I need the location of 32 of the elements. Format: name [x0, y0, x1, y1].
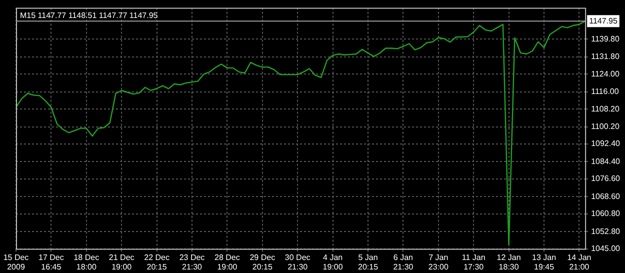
x-tick-label: 13 Jan 19:45 [532, 252, 556, 272]
x-tick-label: 28 Dec 19:00 [214, 252, 240, 272]
chart-title: M15 1147.77 1148.51 1147.77 1147.95 [20, 11, 158, 20]
x-tick-label: 22 Dec 20:15 [144, 252, 170, 272]
y-tick-label: 1108.20 [591, 104, 620, 114]
y-tick-label: 1052.80 [591, 226, 621, 236]
x-tick-label: 12 Jan 18:30 [496, 252, 521, 272]
x-tick-label: 15 Dec 2009 [3, 252, 29, 272]
x-tick-label: 30 Dec 21:30 [284, 252, 310, 272]
y-tick-label: 1131.80 [591, 52, 620, 62]
y-tick-label: 1068.60 [591, 192, 621, 201]
x-tick-label: 17 Dec 16:45 [38, 252, 64, 272]
ref-line-label: 1147.95 [589, 16, 618, 26]
y-tick-label: 1060.80 [591, 209, 621, 218]
x-tick-label: 7 Jan 23:00 [428, 252, 449, 272]
y-tick-label: 1139.80 [591, 34, 620, 44]
x-tick-label: 18 Dec 18:00 [74, 252, 100, 272]
y-tick-label: 1084.40 [591, 156, 621, 166]
y-tick-label: 1116.00 [591, 87, 620, 96]
x-tick-label: 14 Jan 21:00 [567, 252, 592, 272]
x-tick-label: 23 Dec 21:30 [179, 252, 205, 272]
x-tick-label: 29 Dec 20:15 [250, 252, 276, 272]
y-tick-label: 1076.60 [591, 174, 621, 184]
x-tick-label: 5 Jan 20:15 [358, 252, 379, 272]
x-tick-label: 11 Jan 17:30 [462, 252, 486, 272]
x-tick-label: 6 Jan 21:30 [393, 252, 414, 272]
y-tick-label: 1100.20 [591, 122, 620, 131]
y-tick-label: 1124.00 [591, 69, 620, 78]
x-tick-label: 4 Jan 19:00 [322, 252, 344, 272]
x-tick-label: 21 Dec 19:00 [108, 252, 134, 272]
y-tick-label: 1045.00 [591, 244, 621, 254]
y-tick-label: 1092.40 [591, 139, 621, 148]
